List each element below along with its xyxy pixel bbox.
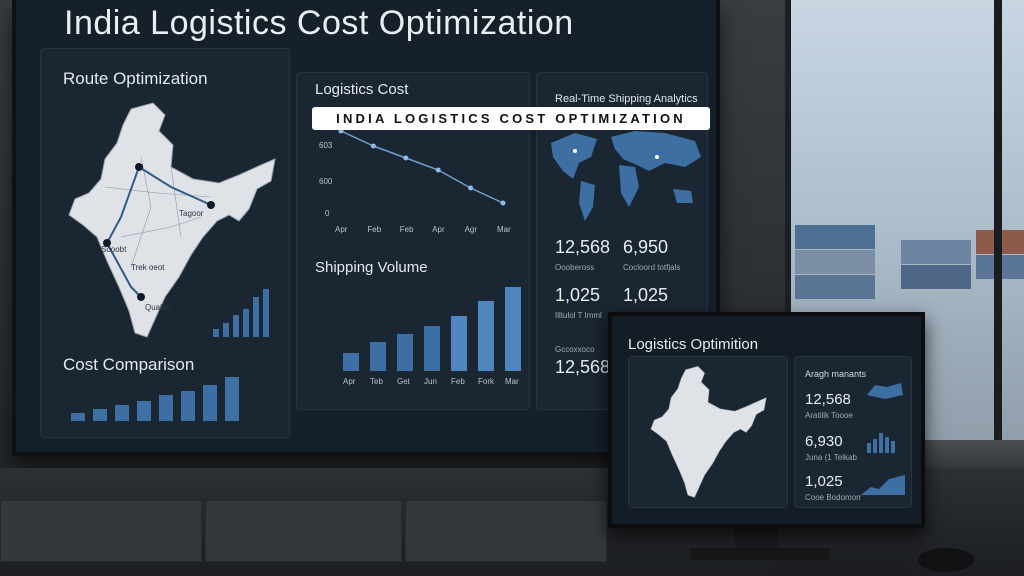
city-label: Tagoor [179,209,204,218]
cost-comparison-title: Cost Comparison [63,355,195,374]
route-mini-bar [223,323,229,337]
stat-value: 6,950 [623,237,669,257]
desk-panel [205,500,402,562]
cost-point [370,143,376,149]
stat-value: 6,930 [805,433,843,450]
comparison-bar [137,401,151,421]
world-map [551,131,701,221]
stat-label: Gccoxxoco [555,345,595,354]
x-tick-label: Get [397,377,410,386]
stat-value: 12,568 [555,357,611,377]
cost-point [403,155,409,161]
stat-value: 12,568 [555,237,611,257]
y-tick: 603 [319,141,333,150]
stat-value: 12,568 [805,391,851,408]
x-tick-label: Agr [464,225,478,234]
x-tick-label: Jun [424,377,437,386]
x-tick-label: Feb [399,225,414,234]
comparison-bar [159,395,173,421]
route-node [103,239,111,247]
route-node [207,201,215,209]
container-stack [795,275,875,299]
monitor-stand-base [690,548,830,560]
y-tick: 600 [319,177,333,186]
route-optimization-panel: Route Optimization Tagoor Sooobt Trek oe… [40,48,290,438]
title-banner: INDIA LOGISTICS COST OPTIMIZATION [312,107,710,130]
comparison-bar [115,405,129,421]
monitor-title: Logistics Optimition [628,336,759,353]
comparison-bar [225,377,239,421]
route-mini-bar [263,289,269,337]
stat-label: Juna (1 Telkab [805,453,857,462]
cost-point [500,200,506,206]
x-tick-label: Feb [367,225,382,234]
volume-bar [451,315,467,371]
india-map-small [650,366,767,498]
route-panel-title: Route Optimization [63,69,208,88]
x-tick-label: Mar [497,225,511,234]
volume-bar [343,352,359,371]
monitor-stats-panel: Aragh manants 12,568 Aratilik Toooe 6,93… [794,356,912,508]
window-mullion [994,0,1002,470]
cost-point [468,185,474,191]
stat-value: 1,025 [805,473,843,490]
india-map [68,102,276,338]
x-tick-label: Apr [335,225,348,234]
stat-label: Cocloord totfjals [623,263,681,272]
comparison-bar [71,413,85,421]
route-mini-bar [243,309,249,337]
y-tick: 0 [325,209,330,218]
stat-label: Aratilik Toooe [805,411,853,420]
city-label: Sooobt [101,245,127,254]
desk-panel [405,500,607,562]
volume-bar [397,334,413,371]
volume-bar [370,342,386,371]
comparison-bar [203,385,217,421]
stats-panel-title: Aragh manants [805,369,867,379]
stat-label: Cooe Bodomorr [805,493,862,502]
banner-text: INDIA LOGISTICS COST OPTIMIZATION [336,111,686,126]
container-stack [795,250,875,274]
comparison-bar [181,391,195,421]
volume-bar [478,301,494,371]
desk-monitor: Logistics Optimition Aragh manants 12,56… [608,312,925,528]
stat-label: Illtulol T Imml [555,311,602,320]
analytics-title: Real-Time Shipping Analytics [555,93,698,105]
x-tick-label: Apr [343,377,356,386]
desk-panel [0,500,202,562]
mini-map-shape [867,383,903,399]
wall-display: India Logistics Cost Optimization Route … [12,0,720,456]
x-tick-label: Teb [370,377,383,386]
cost-series-line [340,130,504,204]
volume-bar [424,325,440,371]
logistics-cost-line-chart [338,128,506,206]
stat-value: 1,025 [555,285,601,305]
route-node [135,163,143,171]
keyboard [768,562,908,576]
page-title: India Logistics Cost Optimization [64,4,574,42]
route-mini-bar [213,329,219,337]
volume-bar [505,287,521,371]
city-label: Quabio [145,303,171,312]
mini-area-chart [861,475,905,495]
route-mini-bar [253,297,259,337]
x-tick-label: Mar [505,377,519,386]
city-label: Trek oeot [131,263,165,272]
route-mini-bar [233,315,239,337]
logistics-cost-title: Logistics Cost [315,81,409,98]
route-node [137,293,145,301]
comparison-bar [93,409,107,421]
monitor-map-panel [628,356,788,508]
mouse [918,548,974,572]
container-stack [795,225,875,249]
container-stack [901,240,971,264]
x-tick-label: Apr [432,225,445,234]
stat-label: Ooobeross [555,263,595,272]
x-tick-label: Fork [478,377,494,386]
container-stack [901,265,971,289]
cost-point [435,167,441,173]
x-tick-label: Feb [451,377,465,386]
shipping-volume-title: Shipping Volume [315,259,428,276]
stat-value: 1,025 [623,285,669,305]
